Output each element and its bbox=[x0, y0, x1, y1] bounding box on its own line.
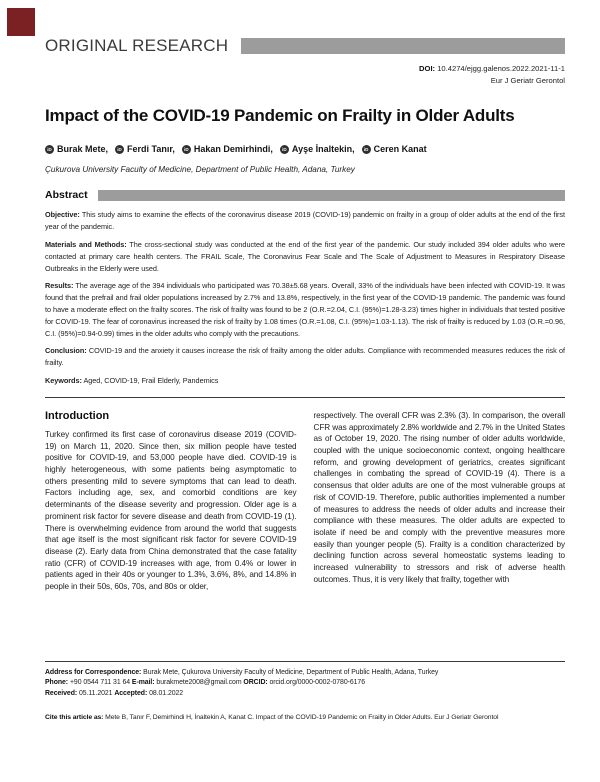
author: iD Hakan Demirhindi, bbox=[181, 144, 273, 155]
author-list: iD Burak Mete, iD Ferdi Tanır, iD Hakan … bbox=[45, 144, 565, 154]
orcid-icon: iD bbox=[279, 144, 289, 154]
footnote-rule bbox=[45, 661, 565, 662]
section-heading-introduction: Introduction bbox=[45, 409, 110, 422]
abstract-heading-row: Abstract bbox=[45, 189, 565, 201]
author: iD Ayşe İnaltekin, bbox=[279, 144, 355, 155]
abstract-bar bbox=[97, 189, 565, 201]
abstract-conclusion: Conclusion: COVID-19 and the anxiety it … bbox=[45, 346, 565, 368]
section-divider bbox=[45, 396, 565, 398]
article-title: Impact of the COVID-19 Pandemic on Frail… bbox=[45, 106, 515, 125]
orcid-label: ORCID: bbox=[243, 679, 268, 687]
corner-marker bbox=[7, 8, 35, 36]
author-name: Hakan Demirhindi, bbox=[193, 144, 273, 155]
accepted-label: Accepted: bbox=[114, 689, 148, 697]
intro-paragraph-right: respectively. The overall CFR was 2.3% (… bbox=[313, 410, 566, 584]
author-name: Ceren Kanat bbox=[373, 144, 427, 155]
orcid-icon: iD bbox=[361, 144, 371, 154]
abstract-objective: Objective: This study aims to examine th… bbox=[45, 210, 565, 232]
right-column: respectively. The overall CFR was 2.3% (… bbox=[314, 410, 566, 638]
orcid-value: orcid.org/0000-0002-0780-6176 bbox=[269, 679, 366, 687]
abstract-heading: Abstract bbox=[45, 189, 88, 202]
intro-paragraph-left: Turkey confirmed its first case of coron… bbox=[45, 429, 297, 592]
category-row: ORIGINAL RESEARCH bbox=[45, 36, 565, 56]
abstract-results: Results: The average age of the 394 indi… bbox=[45, 281, 565, 338]
cite-label: Cite this article as: bbox=[45, 714, 104, 722]
orcid-icon: iD bbox=[181, 144, 191, 154]
received-label: Received: bbox=[45, 689, 78, 697]
abstract-keywords: Keywords: Aged, COVID-19, Frail Elderly,… bbox=[45, 376, 219, 385]
correspondence-block: Address for Correspondence: Burak Mete, … bbox=[45, 669, 439, 697]
left-column: Introduction Turkey confirmed its first … bbox=[45, 410, 297, 638]
author: iD Ferdi Tanır, bbox=[115, 144, 175, 154]
orcid-icon: iD bbox=[115, 144, 125, 154]
phone-label: Phone: bbox=[45, 679, 69, 687]
email-label: E-mail: bbox=[131, 679, 155, 687]
address-label: Address for Correspondence: bbox=[45, 669, 142, 676]
page-header: ORIGINAL RESEARCH DOI: 10.4274/ejgg.gale… bbox=[45, 36, 565, 85]
article-category-label: ORIGINAL RESEARCH bbox=[45, 36, 229, 55]
abstract-objective-label: Objective: bbox=[45, 210, 80, 220]
abstract-conclusion-label: Conclusion: bbox=[45, 346, 87, 356]
category-bar bbox=[241, 38, 565, 54]
author-name: Ferdi Tanır, bbox=[127, 144, 175, 155]
abstract-section: Abstract Objective: This study aims to e… bbox=[45, 189, 565, 387]
correspondence-footnote: Address for Correspondence: Burak Mete, … bbox=[45, 661, 565, 721]
author: iD Burak Mete, bbox=[45, 144, 108, 154]
citation-line: Cite this article as: Mete B, Tanır F, D… bbox=[45, 714, 499, 722]
abstract-methods: Materials and Methods: The cross-section… bbox=[45, 239, 565, 273]
doi-value: 10.4274/ejgg.galenos.2022.2021-11-1 bbox=[437, 64, 565, 73]
keywords-label: Keywords: bbox=[45, 376, 82, 385]
orcid-icon: iD bbox=[45, 144, 54, 154]
article-body: Introduction Turkey confirmed its first … bbox=[45, 410, 565, 638]
author-name: Burak Mete, bbox=[57, 144, 109, 155]
affiliation: Çukurova University Faculty of Medicine,… bbox=[45, 165, 355, 175]
abstract-results-label: Results: bbox=[45, 281, 74, 291]
journal-name: Eur J Geriatr Gerontol bbox=[490, 76, 565, 85]
author-name: Ayşe İnaltekin, bbox=[291, 144, 355, 155]
doi-label: DOI: bbox=[419, 64, 436, 73]
doi-line: DOI: 10.4274/ejgg.galenos.2022.2021-11-1 bbox=[45, 64, 565, 73]
email-value: burakmete2008@gmail.com bbox=[156, 679, 242, 687]
abstract-methods-label: Materials and Methods: bbox=[45, 239, 127, 249]
author: iD Ceren Kanat bbox=[361, 144, 427, 155]
